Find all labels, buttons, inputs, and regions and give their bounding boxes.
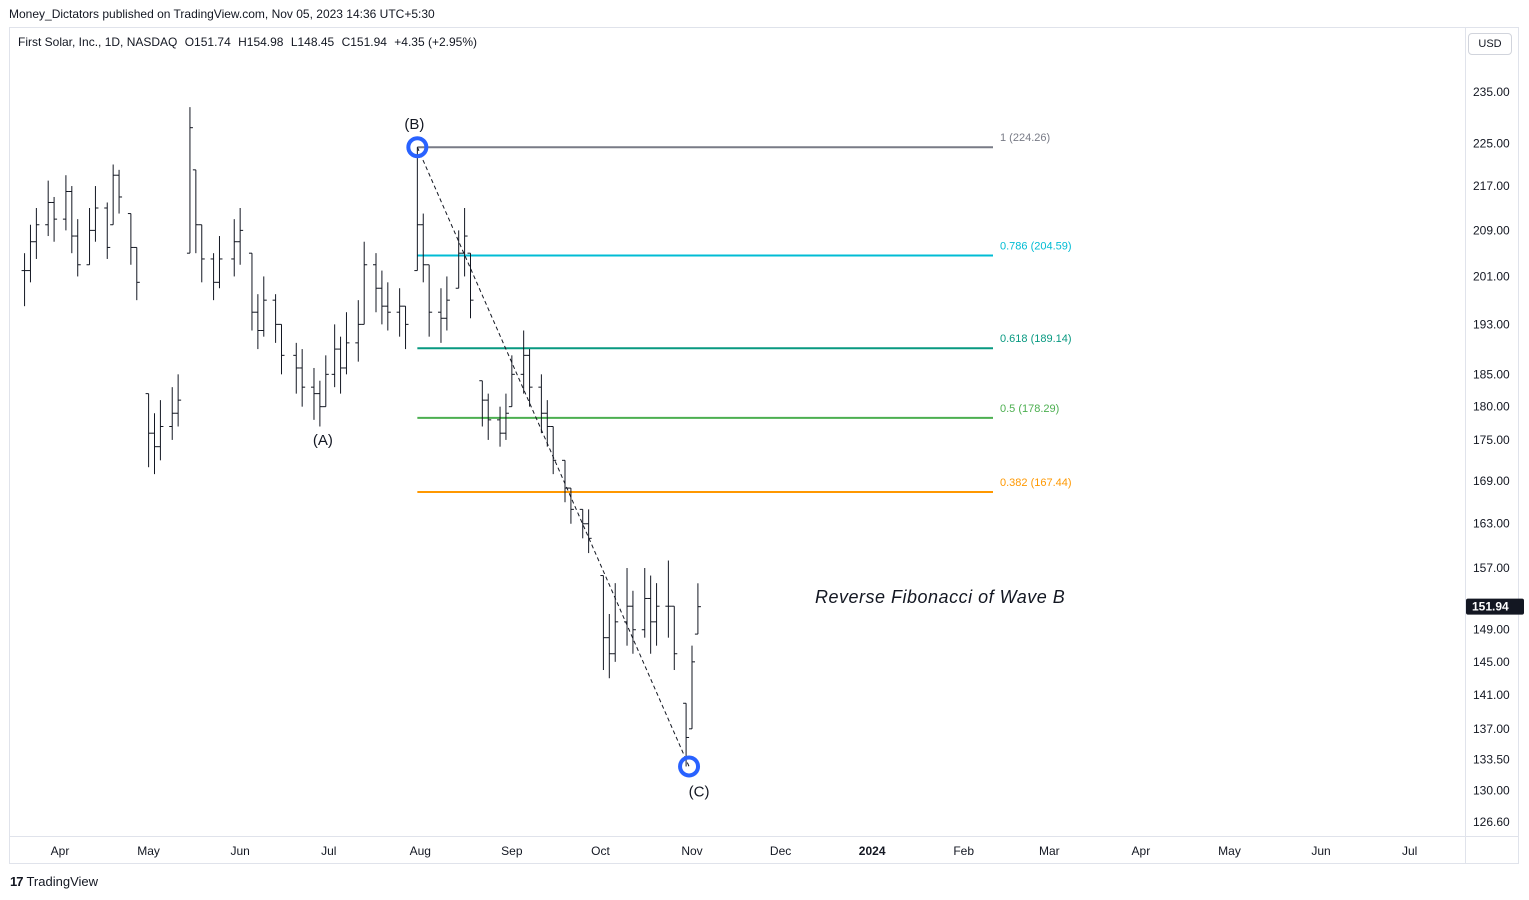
time-tick-label: 2024 <box>859 844 886 858</box>
price-axis-border <box>1465 28 1466 864</box>
time-tick-label: Jul <box>1402 844 1417 858</box>
price-tick-label: 126.60 <box>1473 815 1510 829</box>
pivot-circle-icon[interactable] <box>678 755 701 778</box>
legend-low: L148.45 <box>290 35 335 49</box>
price-tick-label: 175.00 <box>1473 433 1510 447</box>
fib-level-label: 0.786 (204.59) <box>1000 241 1072 253</box>
time-tick-label: Feb <box>953 844 974 858</box>
time-tick-label: Jul <box>321 844 336 858</box>
fib-level-label: 0.382 (167.44) <box>1000 477 1072 489</box>
time-tick-label: Jun <box>230 844 249 858</box>
footer-brand-text: TradingView <box>26 874 99 889</box>
price-tick-label: 235.00 <box>1473 85 1510 99</box>
time-tick-label: May <box>1218 844 1241 858</box>
footer-brand[interactable]: 17 TradingView <box>10 874 98 889</box>
price-tick-label: 201.00 <box>1473 269 1510 283</box>
ohlc-bars <box>21 107 701 767</box>
legend-high: H154.98 <box>238 35 284 49</box>
fibonacci-retracement[interactable]: 1 (224.26) 0.786 (204.59) 0.618 (189.14) 0.… <box>417 132 1072 494</box>
time-axis[interactable]: Apr May Jun Jul Aug Sep Oct Nov Dec 2024 Feb Mar Apr… <box>51 844 1418 858</box>
time-tick-label: Aug <box>410 844 431 858</box>
last-price-value: 151.94 <box>1472 600 1509 614</box>
time-tick-label: Sep <box>501 844 523 858</box>
symbol-legend: First Solar, Inc., 1D, NASDAQ O151.74 H1… <box>18 35 481 49</box>
price-tick-label: 145.00 <box>1473 655 1510 669</box>
fib-level-label: 0.618 (189.14) <box>1000 333 1072 345</box>
wave-bc-trend-line[interactable] <box>416 147 690 767</box>
time-tick-label: Apr <box>51 844 70 858</box>
legend-close: C151.94 <box>341 35 387 49</box>
price-tick-label: 169.00 <box>1473 474 1510 488</box>
time-axis-border <box>10 836 1519 837</box>
time-tick-label: Nov <box>681 844 702 858</box>
time-tick-label: Jun <box>1311 844 1330 858</box>
price-tick-label: 193.00 <box>1473 317 1510 331</box>
price-tick-label: 180.00 <box>1473 400 1510 414</box>
price-tick-label: 130.00 <box>1473 784 1510 798</box>
price-tick-label: 149.00 <box>1473 623 1510 637</box>
legend-symbol[interactable]: First Solar, Inc., 1D, NASDAQ <box>18 35 178 49</box>
fib-level-label: 1 (224.26) <box>1000 132 1050 144</box>
fib-level-label: 0.5 (178.29) <box>1000 403 1059 415</box>
price-tick-label: 157.00 <box>1473 561 1510 575</box>
currency-button[interactable]: USD <box>1468 33 1512 55</box>
legend-change: +4.35 (+2.95%) <box>394 35 478 49</box>
price-tick-label: 137.00 <box>1473 722 1510 736</box>
elliott-wave-labels[interactable]: (A) (B) (C) <box>313 116 710 800</box>
price-tick-label: 225.00 <box>1473 136 1510 150</box>
time-tick-label: Oct <box>591 844 610 858</box>
publish-info: Money_Dictators published on TradingView… <box>9 7 435 21</box>
time-tick-label: Dec <box>770 844 791 858</box>
time-tick-label: Apr <box>1132 844 1151 858</box>
time-tick-label: May <box>137 844 160 858</box>
tradingview-logo-icon: 17 <box>10 874 24 889</box>
chart-frame <box>9 27 1519 864</box>
last-price-badge <box>1466 598 1524 615</box>
legend-open: O151.74 <box>184 35 231 49</box>
pivot-circle-icon[interactable] <box>406 136 429 159</box>
annotation-text[interactable]: Reverse Fibonacci of Wave B <box>815 587 1065 607</box>
time-tick-label: Mar <box>1039 844 1060 858</box>
wave-label-b[interactable]: (B) <box>404 116 424 133</box>
price-tick-label: 217.00 <box>1473 179 1510 193</box>
price-tick-label: 141.00 <box>1473 688 1510 702</box>
price-tick-label: 209.00 <box>1473 223 1510 237</box>
price-axis[interactable]: 235.00 225.00 217.00 209.00 201.00 193.00 185.… <box>1473 85 1510 829</box>
price-tick-label: 163.00 <box>1473 517 1510 531</box>
price-tick-label: 133.50 <box>1473 752 1510 766</box>
price-tick-label: 185.00 <box>1473 367 1510 381</box>
wave-label-a[interactable]: (A) <box>313 432 333 449</box>
last-price-label: 151.94 <box>1466 598 1524 615</box>
wave-label-c[interactable]: (C) <box>689 783 710 800</box>
